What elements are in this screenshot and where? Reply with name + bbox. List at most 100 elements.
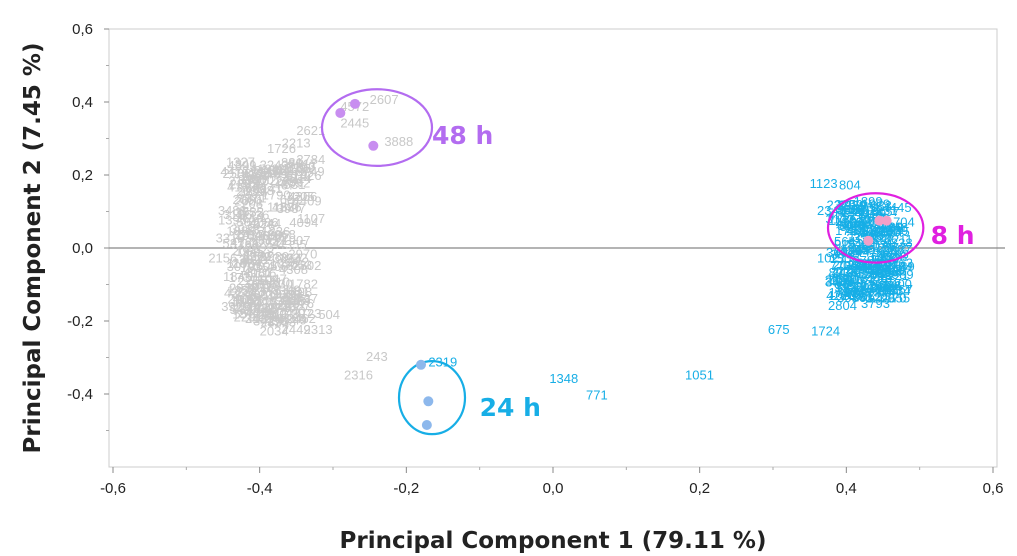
blue-cloud-label: 1936 bbox=[854, 256, 883, 271]
variable-label: 3888 bbox=[238, 172, 267, 187]
blue-cloud-label: 1450 bbox=[852, 222, 881, 237]
gray-cloud-label: 2736 bbox=[248, 277, 277, 292]
variable-label: 1051 bbox=[685, 367, 714, 382]
blue-cloud-label: 2211 bbox=[885, 232, 913, 247]
gray-cloud-label: 680 bbox=[245, 181, 267, 196]
blue-cloud-label: 681 bbox=[855, 242, 877, 257]
blue-cloud-label: 2870 bbox=[879, 223, 908, 238]
gray-cloud-label: 459 bbox=[238, 296, 260, 311]
blue-cloud-label: 3634 bbox=[882, 283, 911, 298]
gray-cloud-label: 1046 bbox=[240, 228, 269, 243]
gray-cloud-label: 2521 bbox=[242, 249, 271, 264]
variable-label: 1123 bbox=[810, 176, 838, 191]
gray-cloud-label: 3417 bbox=[248, 296, 277, 311]
blue-cloud-label: 2036 bbox=[855, 280, 884, 295]
blue-cloud-label: 3744 bbox=[825, 275, 854, 290]
blue-cloud-label: 3157 bbox=[871, 204, 900, 219]
gray-cloud-label: 2923 bbox=[229, 280, 258, 295]
gray-cloud-label: 2243 bbox=[236, 284, 265, 299]
gray-cloud-label: 207 bbox=[291, 306, 313, 321]
gray-cloud-label: 1736 bbox=[240, 207, 269, 222]
gray-cloud-label: 2824 bbox=[232, 256, 261, 271]
gray-cloud-label: 1644 bbox=[261, 163, 290, 178]
variable-label: 2445 bbox=[340, 116, 369, 131]
blue-cloud-label: 231 bbox=[852, 289, 874, 304]
gray-cloud-label: 208 bbox=[241, 196, 263, 211]
variable-label: 1087 bbox=[282, 298, 311, 313]
gray-cloud-label: 3205 bbox=[286, 189, 315, 204]
group-label: 24 h bbox=[480, 393, 541, 422]
blue-cloud-label: 2783 bbox=[843, 284, 872, 299]
gray-cloud-label: 1601 bbox=[246, 288, 275, 303]
variable-label: 2313 bbox=[304, 322, 333, 337]
gray-cloud-label: 2233 bbox=[230, 176, 259, 191]
gray-cloud-label: 2423 bbox=[258, 307, 287, 322]
gray-cloud-label: 2224 bbox=[251, 235, 280, 250]
gray-cloud-label: 1782 bbox=[289, 276, 318, 291]
gray-cloud-label: 2462 bbox=[287, 311, 316, 326]
blue-cloud-label: 3367 bbox=[884, 282, 913, 297]
gray-cloud-label: 1876 bbox=[285, 296, 314, 311]
variable-label: 3253 bbox=[267, 314, 296, 329]
gray-cloud-label: 857 bbox=[243, 253, 265, 268]
blue-cloud-label: 265 bbox=[825, 272, 847, 287]
blue-cloud-label: 2029 bbox=[833, 258, 862, 273]
blue-cloud-label: 3008 bbox=[839, 217, 868, 232]
variable-label: 2449 bbox=[282, 322, 311, 337]
gray-cloud-label: 3937 bbox=[277, 201, 306, 216]
gray-cloud-label: 2437 bbox=[235, 227, 264, 242]
blue-cloud-label: 773 bbox=[836, 264, 858, 279]
gray-cloud-label: 2372 bbox=[280, 254, 309, 269]
gray-cloud-label: 4153 bbox=[227, 180, 256, 195]
gray-cloud-label: 1790 bbox=[262, 188, 291, 203]
blue-cloud-label: 3206 bbox=[836, 202, 865, 217]
blue-cloud-label: 4094 bbox=[874, 265, 903, 280]
gray-cloud-label: 1907 bbox=[282, 233, 311, 248]
variable-label: 3126 bbox=[223, 207, 252, 222]
blue-cloud-label: 1170 bbox=[828, 213, 856, 228]
gray-cloud-label: 4184 bbox=[230, 235, 259, 250]
blue-cloud-label: 1930 bbox=[840, 205, 869, 220]
variable-label: 2745 bbox=[267, 300, 296, 315]
gray-cloud-label: 4355 bbox=[278, 237, 307, 252]
variable-label: 1082 bbox=[846, 287, 875, 302]
blue-cloud-label: 328 bbox=[831, 273, 853, 288]
blue-cloud-label: 1400 bbox=[883, 276, 912, 291]
blue-cloud-label: 1241 bbox=[861, 278, 890, 293]
blue-cloud-label: 172 bbox=[835, 223, 857, 238]
blue-cloud-label: 1746 bbox=[828, 285, 857, 300]
y-tick-label: 0,2 bbox=[72, 167, 93, 184]
sample-point bbox=[863, 235, 874, 246]
blue-cloud-label: 1182 bbox=[847, 271, 875, 286]
blue-cloud-label: 2250 bbox=[846, 262, 875, 277]
blue-cloud-label: 1786 bbox=[873, 278, 902, 293]
x-tick-label: 0,2 bbox=[689, 480, 710, 497]
gray-cloud-label: 3564 bbox=[259, 166, 288, 181]
blue-cloud-label: 3770 bbox=[878, 291, 907, 306]
variable-label: 1927 bbox=[230, 293, 259, 308]
blue-cloud-label: 559 bbox=[840, 219, 862, 234]
group-ellipse bbox=[826, 192, 925, 264]
gray-cloud-label: 1198 bbox=[251, 161, 279, 176]
gray-cloud-label: 2946 bbox=[250, 301, 279, 316]
gray-cloud-label: 4308 bbox=[279, 262, 308, 277]
blue-cloud-label: 3465 bbox=[859, 224, 888, 239]
gray-cloud-label: 841 bbox=[235, 157, 257, 172]
gray-cloud-label: 493 bbox=[265, 313, 287, 328]
blue-cloud-label: 3457 bbox=[837, 202, 866, 217]
gray-cloud-label: 3254 bbox=[251, 236, 280, 251]
blue-cloud-label: 915 bbox=[834, 237, 856, 252]
gray-cloud-label: 881 bbox=[281, 155, 303, 170]
gray-cloud-label: 2050 bbox=[232, 244, 261, 259]
variable-label: 804 bbox=[839, 178, 861, 193]
gray-cloud-label: 1922 bbox=[278, 250, 307, 265]
gray-cloud-label: 2030 bbox=[254, 163, 283, 178]
gray-cloud-label: 4081 bbox=[243, 265, 272, 280]
gray-cloud-label: 3734 bbox=[233, 227, 262, 242]
blue-cloud-label: 2221 bbox=[880, 268, 909, 283]
group-label: 48 h bbox=[432, 121, 493, 150]
blue-cloud-label: 573 bbox=[885, 264, 907, 279]
group-ellipse bbox=[320, 88, 434, 167]
variable-label: 1724 bbox=[811, 324, 840, 339]
